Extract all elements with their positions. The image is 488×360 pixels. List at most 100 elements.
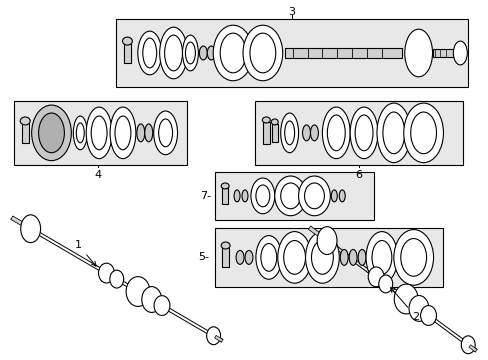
Ellipse shape xyxy=(20,117,30,125)
Ellipse shape xyxy=(206,327,220,345)
Ellipse shape xyxy=(242,190,247,202)
Text: 5-: 5- xyxy=(198,252,208,262)
Ellipse shape xyxy=(420,306,436,325)
Text: 2: 2 xyxy=(390,288,419,321)
Ellipse shape xyxy=(326,115,345,151)
Ellipse shape xyxy=(393,230,433,285)
Ellipse shape xyxy=(302,125,310,141)
Ellipse shape xyxy=(207,46,215,60)
Bar xyxy=(21,123,29,143)
Ellipse shape xyxy=(322,107,349,159)
Bar xyxy=(215,228,443,287)
Ellipse shape xyxy=(283,240,305,274)
Ellipse shape xyxy=(311,240,333,274)
Bar xyxy=(271,124,277,142)
FancyArrow shape xyxy=(468,345,476,352)
Ellipse shape xyxy=(382,112,404,154)
Ellipse shape xyxy=(115,116,131,150)
FancyArrow shape xyxy=(11,216,23,225)
Ellipse shape xyxy=(142,38,156,68)
Ellipse shape xyxy=(271,119,278,125)
Ellipse shape xyxy=(410,112,436,154)
Ellipse shape xyxy=(250,178,274,214)
Ellipse shape xyxy=(32,105,71,161)
Ellipse shape xyxy=(76,123,84,143)
Ellipse shape xyxy=(317,227,336,255)
Ellipse shape xyxy=(199,46,207,60)
Ellipse shape xyxy=(164,35,182,71)
Ellipse shape xyxy=(99,263,114,283)
Ellipse shape xyxy=(91,116,107,150)
Bar xyxy=(263,122,269,144)
Ellipse shape xyxy=(339,190,345,202)
Ellipse shape xyxy=(142,287,162,312)
Bar xyxy=(432,49,453,57)
Bar xyxy=(215,172,373,220)
Ellipse shape xyxy=(305,231,339,283)
Ellipse shape xyxy=(331,190,337,202)
Ellipse shape xyxy=(213,25,252,81)
Ellipse shape xyxy=(20,215,41,243)
Ellipse shape xyxy=(403,103,443,163)
Ellipse shape xyxy=(460,336,474,354)
Text: 7-: 7- xyxy=(199,191,210,201)
Ellipse shape xyxy=(408,296,428,321)
Ellipse shape xyxy=(452,41,467,65)
Ellipse shape xyxy=(280,113,298,153)
Ellipse shape xyxy=(138,31,162,75)
Ellipse shape xyxy=(221,242,230,249)
Ellipse shape xyxy=(298,176,330,216)
Ellipse shape xyxy=(262,117,270,123)
Ellipse shape xyxy=(376,103,410,163)
Bar xyxy=(123,43,131,63)
Ellipse shape xyxy=(220,33,245,73)
Ellipse shape xyxy=(122,37,132,45)
Ellipse shape xyxy=(348,249,356,265)
Ellipse shape xyxy=(110,107,136,159)
Ellipse shape xyxy=(274,176,306,216)
Bar xyxy=(116,19,468,87)
Ellipse shape xyxy=(277,231,311,283)
Ellipse shape xyxy=(185,42,195,64)
Ellipse shape xyxy=(137,124,144,142)
Ellipse shape xyxy=(182,35,198,71)
Ellipse shape xyxy=(393,284,417,314)
Ellipse shape xyxy=(310,125,318,141)
Ellipse shape xyxy=(39,113,64,153)
Text: 6: 6 xyxy=(355,170,362,180)
Ellipse shape xyxy=(153,111,177,155)
FancyArrow shape xyxy=(308,226,320,236)
Ellipse shape xyxy=(340,249,347,265)
Text: 4: 4 xyxy=(94,170,102,180)
Ellipse shape xyxy=(244,251,252,264)
Text: 1: 1 xyxy=(75,240,96,266)
Ellipse shape xyxy=(73,116,87,150)
Ellipse shape xyxy=(378,275,392,293)
Ellipse shape xyxy=(366,231,397,283)
Ellipse shape xyxy=(144,124,152,142)
Ellipse shape xyxy=(349,107,377,159)
Ellipse shape xyxy=(249,33,275,73)
Bar xyxy=(254,100,462,165)
Bar xyxy=(222,188,228,204)
Ellipse shape xyxy=(284,121,294,145)
Ellipse shape xyxy=(357,249,366,265)
Ellipse shape xyxy=(400,239,426,276)
Ellipse shape xyxy=(234,190,240,202)
Ellipse shape xyxy=(243,25,282,81)
Ellipse shape xyxy=(354,115,372,151)
Ellipse shape xyxy=(367,267,384,287)
Ellipse shape xyxy=(126,276,150,306)
Ellipse shape xyxy=(221,183,229,189)
Ellipse shape xyxy=(371,240,391,274)
Ellipse shape xyxy=(260,243,276,271)
Ellipse shape xyxy=(280,183,300,209)
Bar xyxy=(222,247,229,267)
Ellipse shape xyxy=(158,119,172,147)
Ellipse shape xyxy=(86,107,112,159)
Bar xyxy=(284,48,401,58)
Ellipse shape xyxy=(110,270,123,288)
Ellipse shape xyxy=(236,251,244,264)
Ellipse shape xyxy=(255,235,281,279)
Bar xyxy=(14,100,187,165)
